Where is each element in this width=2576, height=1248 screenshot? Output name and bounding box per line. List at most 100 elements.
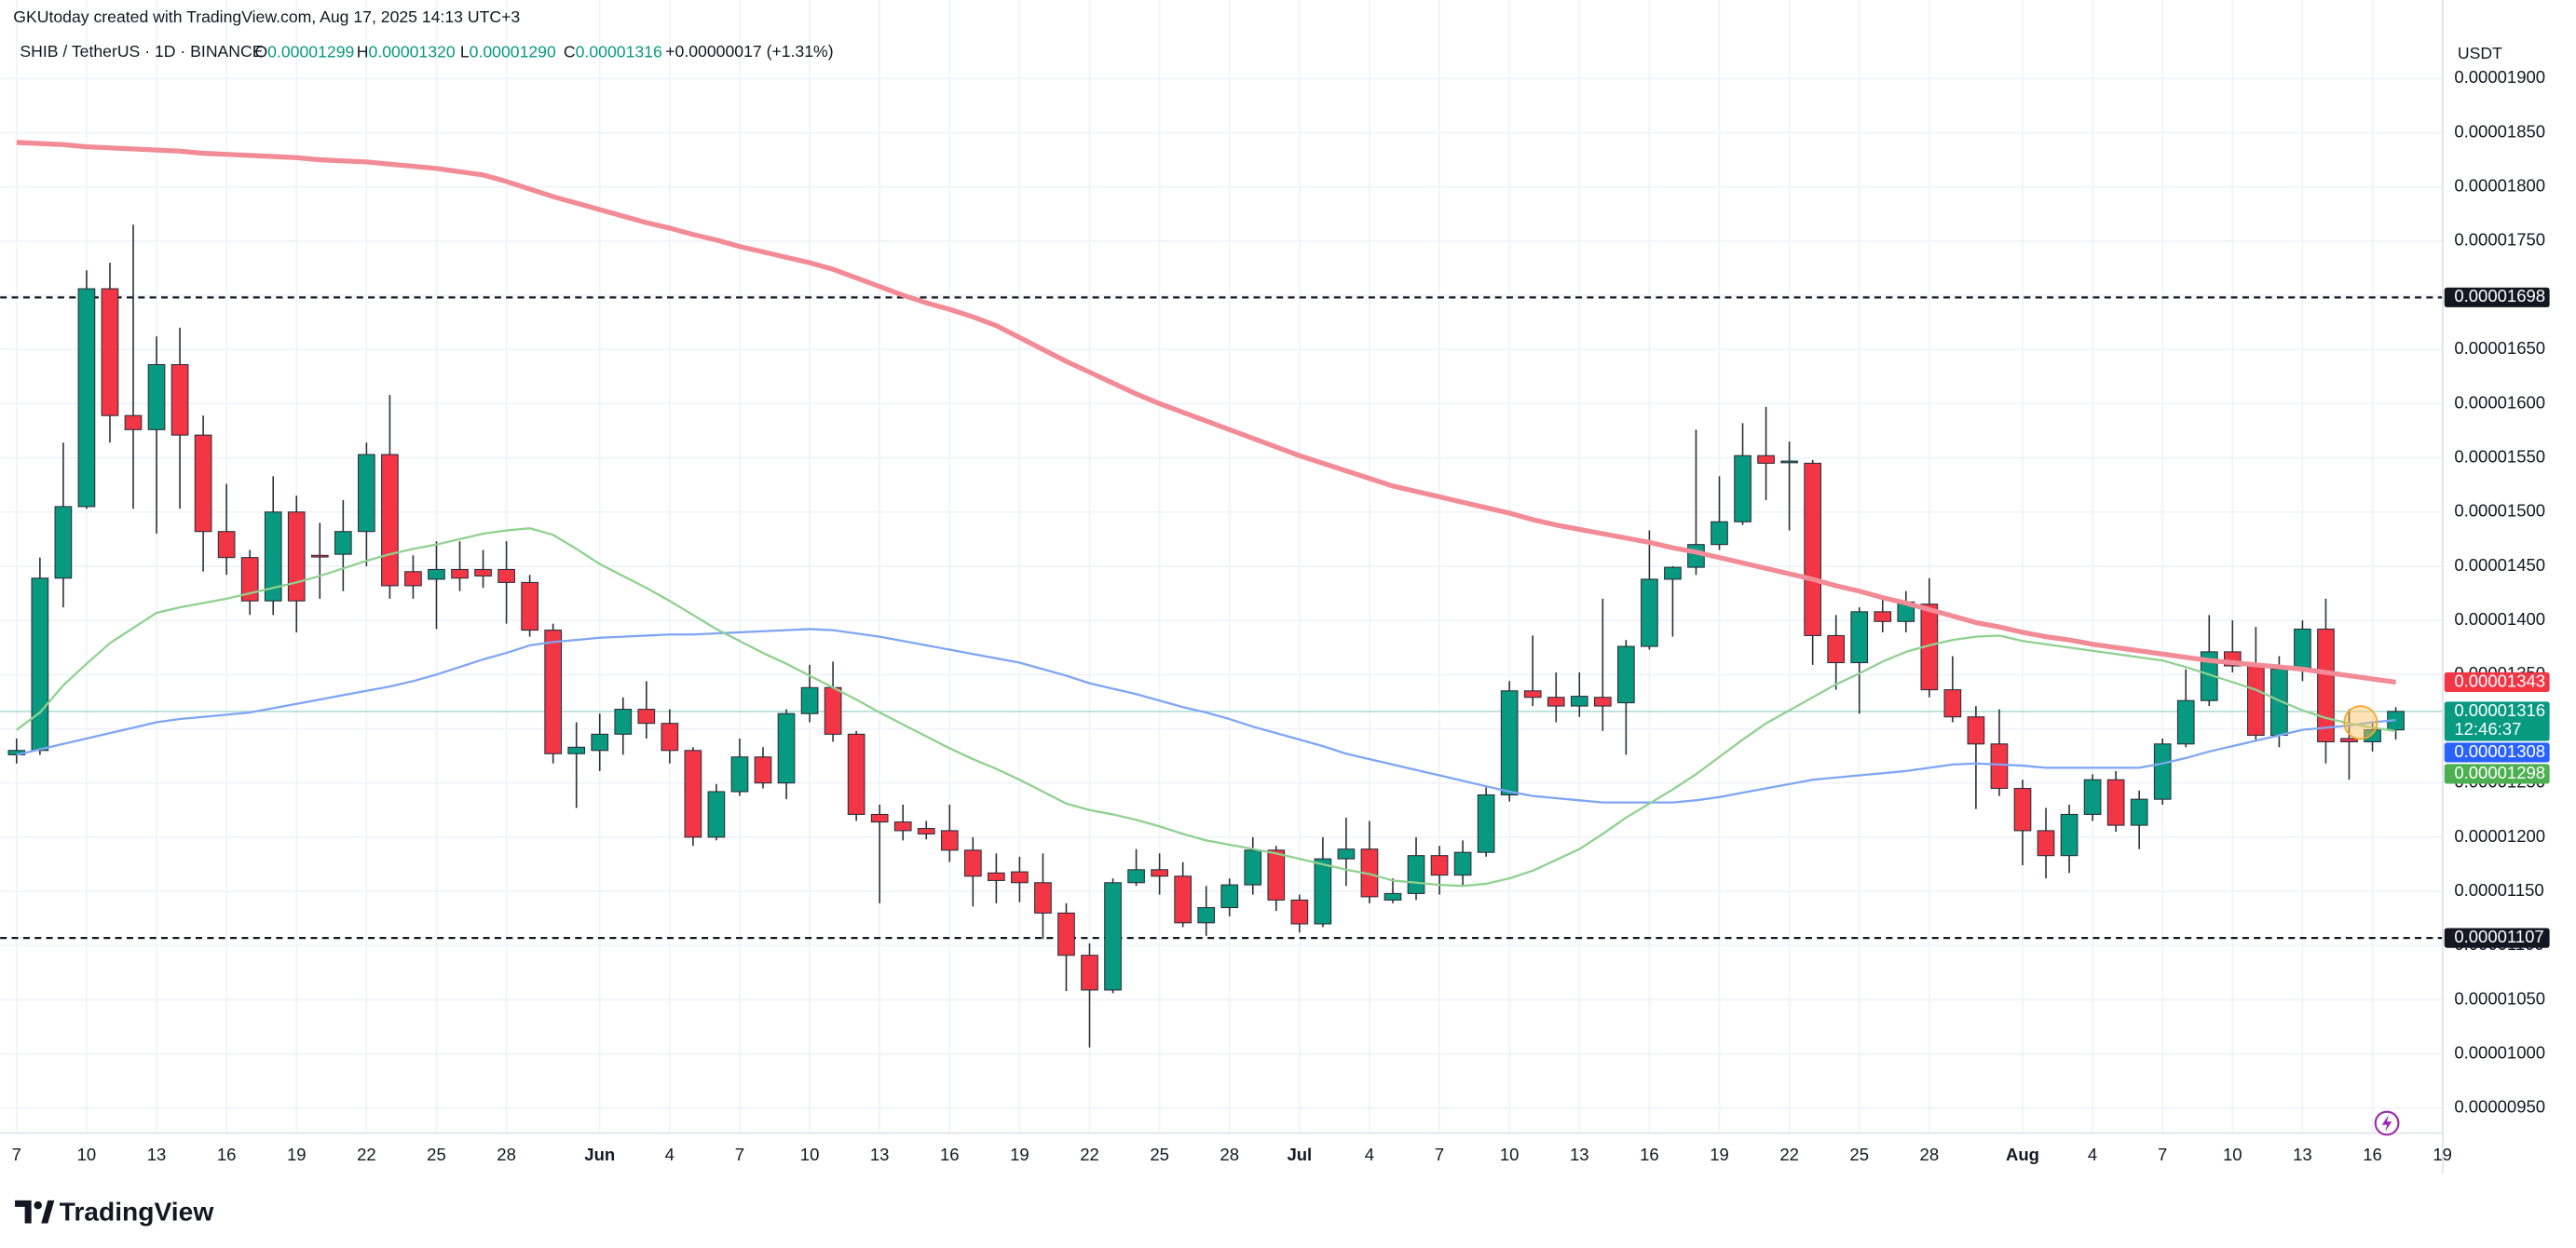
ohlc-item: O0.00001299 xyxy=(254,42,354,61)
x-tick-label: 4 xyxy=(665,1145,675,1164)
candle-body xyxy=(2364,729,2381,743)
ohlc-legend: O0.00001299 H0.00001320 L0.00001290 C0.0000… xyxy=(254,42,662,61)
candle-body xyxy=(358,454,375,533)
y-tick-label: 0.00001800 xyxy=(2454,176,2545,196)
candle-body xyxy=(428,568,445,580)
ohlc-value: 0.00001290 xyxy=(470,42,556,61)
x-tick-label: 25 xyxy=(1849,1145,1869,1164)
currency-box[interactable] xyxy=(2446,41,2513,68)
symbol: SHIB / TetherUS · 1D · BINANCE xyxy=(20,42,263,61)
candle-body xyxy=(2340,738,2358,743)
y-tick-label: 0.00001150 xyxy=(2454,880,2543,900)
price-tag-label: 0.00001298 xyxy=(2454,763,2545,782)
candle-body xyxy=(2037,830,2055,857)
x-tick-label: 4 xyxy=(1365,1145,1374,1164)
candle-body xyxy=(661,723,679,752)
candle-body xyxy=(521,581,538,631)
y-tick-label: 0.00001050 xyxy=(2454,988,2545,1008)
candle-body xyxy=(1804,462,1821,636)
candle-body xyxy=(847,733,865,815)
change: +0.00000017 (+1.31%) xyxy=(665,42,833,61)
candle-body xyxy=(77,288,96,508)
alert-marker[interactable] xyxy=(2343,705,2378,740)
candle-body xyxy=(1990,743,2009,790)
candle-body xyxy=(1664,566,1682,580)
candle-body xyxy=(1477,794,1495,853)
candle-body xyxy=(1383,892,1402,901)
candle-body xyxy=(544,630,563,754)
candle-body xyxy=(1757,454,1775,464)
candle-body xyxy=(310,554,329,558)
candle-body xyxy=(1734,454,1751,522)
ma-line xyxy=(16,527,2396,888)
x-tick-label: 10 xyxy=(77,1145,97,1164)
candle-body xyxy=(1011,871,1029,884)
x-tick-label: Aug xyxy=(2006,1145,2039,1164)
candle-body xyxy=(1057,912,1075,956)
candle-body xyxy=(1617,645,1635,704)
candle-body xyxy=(1174,875,1193,924)
x-tick-label: 7 xyxy=(12,1145,21,1164)
ohlc-item: C0.00001316 xyxy=(564,42,662,61)
price-tag xyxy=(2444,701,2550,741)
candle-body xyxy=(2294,628,2311,671)
candle-body xyxy=(1523,690,1542,699)
candle-body xyxy=(988,872,1005,881)
x-tick-label: 25 xyxy=(427,1145,446,1164)
x-tick-label: 22 xyxy=(1779,1145,1799,1164)
candle-body xyxy=(684,750,702,838)
candle-body xyxy=(1267,849,1286,901)
x-tick-label: 28 xyxy=(1220,1145,1239,1164)
candle-body xyxy=(1407,855,1425,894)
x-tick-label: 19 xyxy=(2433,1145,2452,1164)
candle-body xyxy=(404,571,422,587)
price-tag xyxy=(2444,742,2550,763)
ohlc-key: L xyxy=(460,42,470,61)
price-tag-label: 0.00001107 xyxy=(2454,927,2543,946)
candle-body xyxy=(474,568,492,577)
candle-body xyxy=(637,709,656,725)
price-tag xyxy=(2444,764,2550,784)
candle-body xyxy=(1967,716,1985,745)
candle-body xyxy=(870,813,889,823)
ohlc-key: O xyxy=(254,42,267,61)
candle-body xyxy=(777,712,796,784)
candle-body xyxy=(1711,521,1728,546)
x-tick-label: 7 xyxy=(735,1145,744,1164)
x-tick-label: 10 xyxy=(1500,1145,1520,1164)
price-tag-label: 0.00001343 xyxy=(2454,671,2545,690)
x-tick-label: Jun xyxy=(584,1145,615,1164)
candle-body xyxy=(2130,798,2148,826)
candle-body xyxy=(124,414,143,430)
candle-body xyxy=(2013,787,2032,832)
x-tick-label: 22 xyxy=(357,1145,376,1164)
ohlc-item: H0.00001320 xyxy=(357,42,456,61)
logo-mark xyxy=(15,1200,32,1224)
x-tick-label: 16 xyxy=(940,1145,960,1164)
y-tick-label: 0.00001600 xyxy=(2454,392,2545,412)
candle-body xyxy=(451,568,469,579)
candle-body xyxy=(940,830,959,851)
candle-body xyxy=(1827,634,1846,664)
candle-body xyxy=(1127,869,1145,884)
x-tick-label: Jul xyxy=(1287,1145,1312,1164)
x-tick-label: 19 xyxy=(1710,1145,1729,1164)
candle-body xyxy=(264,511,282,602)
candle-body xyxy=(1290,899,1309,925)
candle-body xyxy=(1641,578,1658,647)
candle-body xyxy=(754,756,772,784)
ohlc-value: 0.00001320 xyxy=(369,42,456,61)
candle-body xyxy=(730,756,749,793)
x-tick-label: 16 xyxy=(217,1145,237,1164)
y-tick-label: 0.00001450 xyxy=(2454,555,2545,575)
candle-body xyxy=(54,506,73,579)
y-tick-label: 0.00001200 xyxy=(2454,826,2545,846)
candle-body xyxy=(287,511,306,602)
currency[interactable]: USDT xyxy=(2458,44,2502,62)
x-tick-label: 7 xyxy=(1435,1145,1444,1164)
candle-body xyxy=(1943,689,1962,718)
candle-body xyxy=(2317,628,2335,743)
